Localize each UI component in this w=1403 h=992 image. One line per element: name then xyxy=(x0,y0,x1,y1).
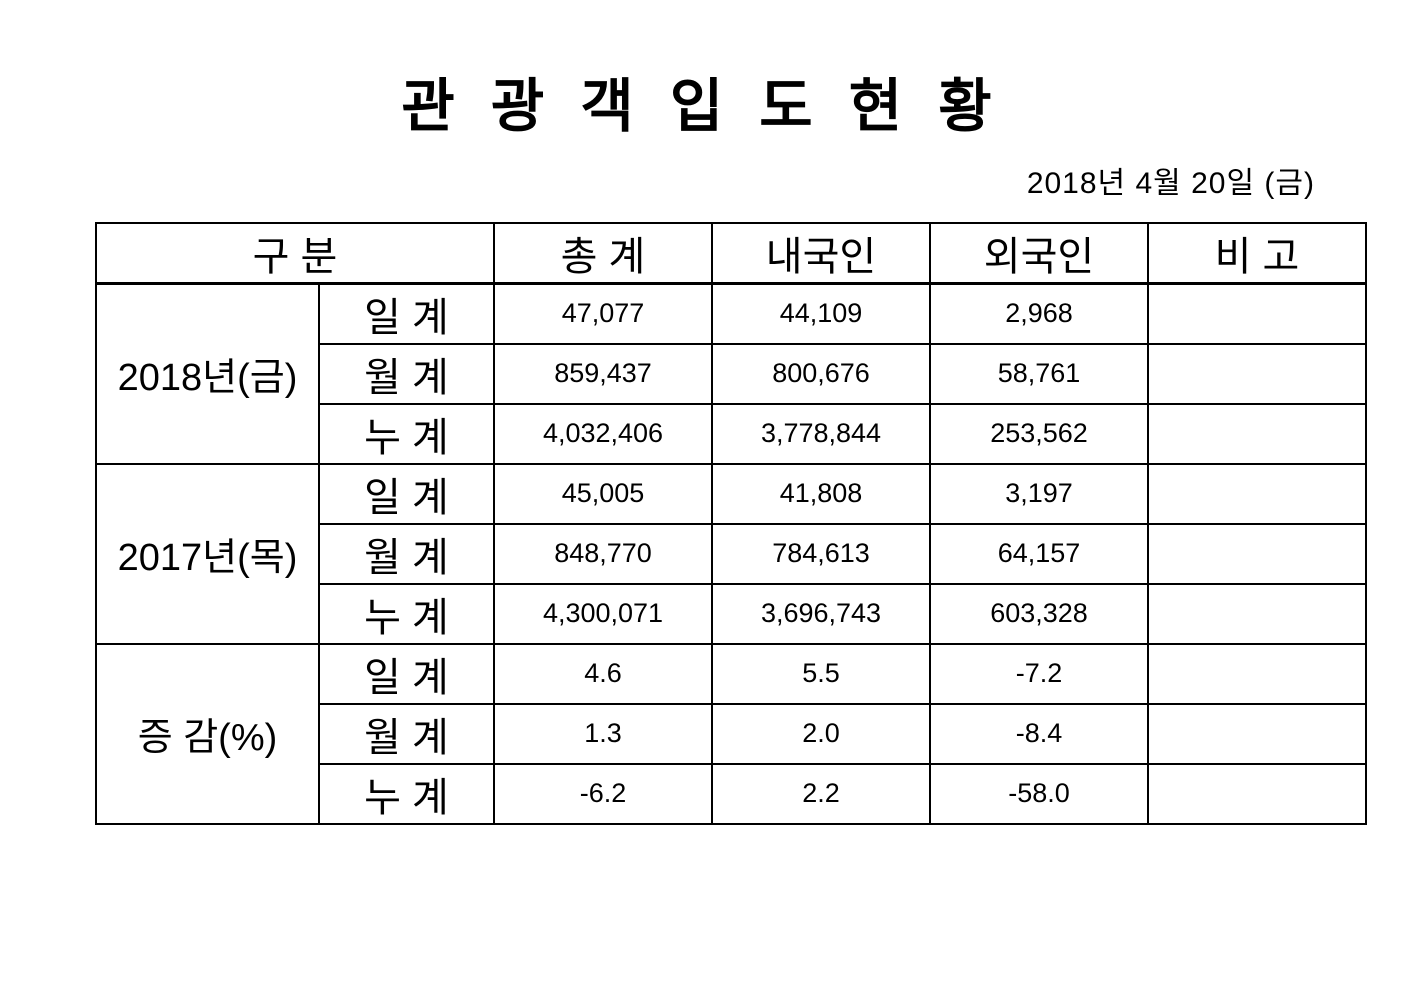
table-row: 2018년(금) 일 계 47,077 44,109 2,968 xyxy=(95,282,1367,465)
group-cell-change-pct: 증 감(%) xyxy=(95,642,320,825)
remarks-cell xyxy=(1147,762,1367,825)
domestic-value: 3,778,844 xyxy=(711,402,931,465)
foreign-value: 253,562 xyxy=(929,402,1149,465)
table-row: 누 계 -6.2 2.2 -58.0 xyxy=(96,762,1367,825)
row-label: 일 계 xyxy=(318,642,495,705)
remarks-cell xyxy=(1147,282,1367,345)
total-value: -6.2 xyxy=(493,762,713,825)
remarks-cell xyxy=(1147,402,1367,465)
row-label: 월 계 xyxy=(318,342,495,405)
row-label: 일 계 xyxy=(318,282,495,345)
row-label: 일 계 xyxy=(318,462,495,525)
total-value: 45,005 xyxy=(493,462,713,525)
total-value: 4.6 xyxy=(493,642,713,705)
foreign-value: 603,328 xyxy=(929,582,1149,645)
domestic-value: 800,676 xyxy=(711,342,931,405)
remarks-cell xyxy=(1147,342,1367,405)
total-value: 1.3 xyxy=(493,702,713,765)
table-header-row: 구 분 총 계 내국인 외국인 비 고 xyxy=(95,221,1367,285)
domestic-value: 2.0 xyxy=(711,702,931,765)
table-row: 누 계 4,300,071 3,696,743 603,328 xyxy=(96,582,1367,645)
col-header-domestic: 내국인 xyxy=(711,221,931,285)
total-value: 4,300,071 xyxy=(493,582,713,645)
row-label: 누 계 xyxy=(318,582,495,645)
col-header-category: 구 분 xyxy=(95,221,495,285)
group-cell-2018: 2018년(금) xyxy=(95,282,320,465)
row-label: 누 계 xyxy=(318,762,495,825)
page-title: 관 광 객 입 도 현 황 xyxy=(401,74,1002,139)
tourist-arrival-table: 구 분 총 계 내국인 외국인 비 고 2018년(금) 일 계 47,077 … xyxy=(95,221,1367,825)
col-header-total: 총 계 xyxy=(493,221,713,285)
table-row: 누 계 4,032,406 3,778,844 253,562 xyxy=(96,402,1367,465)
domestic-value: 3,696,743 xyxy=(711,582,931,645)
group-cell-2017: 2017년(목) xyxy=(95,462,320,645)
table-row: 증 감(%) 일 계 4.6 5.5 -7.2 xyxy=(95,642,1367,825)
table-row: 월 계 859,437 800,676 58,761 xyxy=(96,342,1367,405)
table-row: 2017년(목) 일 계 45,005 41,808 3,197 xyxy=(95,462,1367,645)
foreign-value: -58.0 xyxy=(929,762,1149,825)
domestic-value: 2.2 xyxy=(711,762,931,825)
table-row: 월 계 848,770 784,613 64,157 xyxy=(96,522,1367,585)
domestic-value: 44,109 xyxy=(711,282,931,345)
col-header-foreign: 외국인 xyxy=(929,221,1149,285)
row-label: 월 계 xyxy=(318,522,495,585)
foreign-value: 64,157 xyxy=(929,522,1149,585)
remarks-cell xyxy=(1147,702,1367,765)
remarks-cell xyxy=(1147,642,1367,705)
total-value: 4,032,406 xyxy=(493,402,713,465)
table-row: 월 계 1.3 2.0 -8.4 xyxy=(96,702,1367,765)
foreign-value: -8.4 xyxy=(929,702,1149,765)
total-value: 859,437 xyxy=(493,342,713,405)
col-header-remarks: 비 고 xyxy=(1147,221,1367,285)
remarks-cell xyxy=(1147,582,1367,645)
remarks-cell xyxy=(1147,522,1367,585)
total-value: 47,077 xyxy=(493,282,713,345)
report-date: 2018년 4월 20일 (금) xyxy=(1026,166,1315,200)
domestic-value: 41,808 xyxy=(711,462,931,525)
domestic-value: 5.5 xyxy=(711,642,931,705)
total-value: 848,770 xyxy=(493,522,713,585)
foreign-value: 58,761 xyxy=(929,342,1149,405)
foreign-value: -7.2 xyxy=(929,642,1149,705)
domestic-value: 784,613 xyxy=(711,522,931,585)
foreign-value: 2,968 xyxy=(929,282,1149,345)
row-label: 월 계 xyxy=(318,702,495,765)
remarks-cell xyxy=(1147,462,1367,525)
row-label: 누 계 xyxy=(318,402,495,465)
foreign-value: 3,197 xyxy=(929,462,1149,525)
